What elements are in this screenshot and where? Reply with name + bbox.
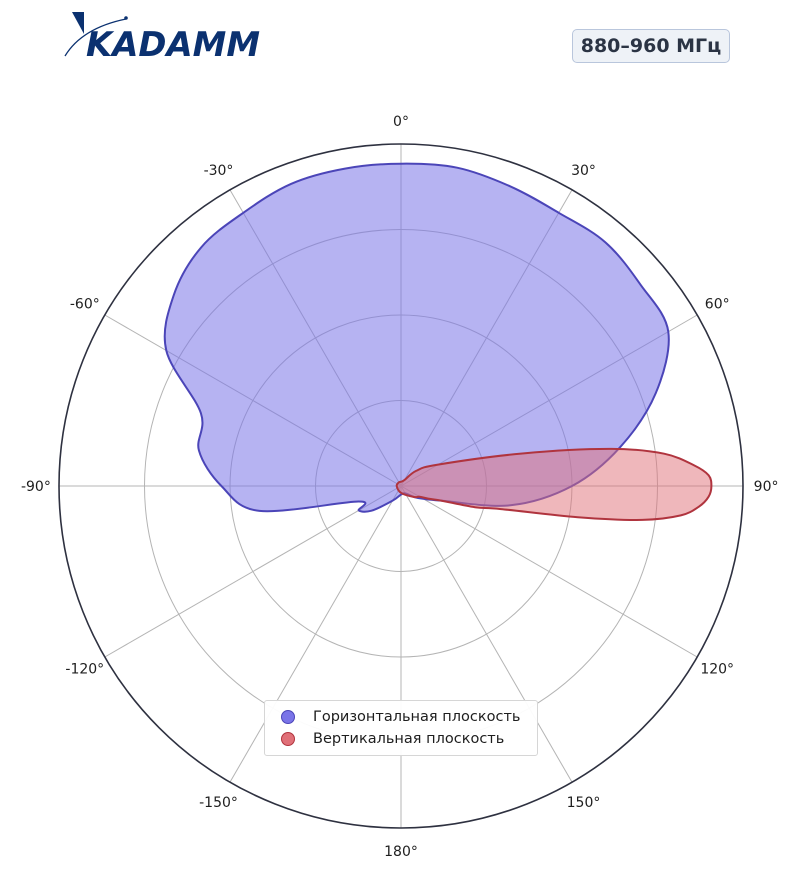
theta-gridline — [229, 485, 402, 783]
theta-gridline — [104, 485, 402, 658]
theta-tick-label: 30° — [571, 163, 596, 179]
theta-tick-label: -90° — [21, 479, 51, 495]
legend-marker-vertical — [281, 732, 295, 746]
theta-gridline — [400, 485, 573, 783]
polar-outer-ring — [58, 143, 744, 829]
legend-item-vertical: Вертикальная плоскость — [281, 728, 537, 750]
legend-label-horizontal: Горизонтальная плоскость — [313, 709, 521, 725]
theta-tick-label: 60° — [705, 297, 730, 313]
theta-tick-label: -150° — [199, 795, 238, 811]
legend-item-horizontal: Горизонтальная плоскость — [281, 706, 537, 728]
theta-tick-label: 150° — [567, 795, 601, 811]
legend-marker-horizontal — [281, 710, 295, 724]
series-area-1 — [395, 447, 713, 521]
legend: Горизонтальная плоскость Вертикальная пл… — [264, 700, 538, 756]
theta-tick-label: 180° — [384, 844, 418, 860]
theta-tick-label: 90° — [754, 479, 779, 495]
legend-label-vertical: Вертикальная плоскость — [313, 731, 505, 747]
theta-tick-label: -60° — [70, 297, 100, 313]
polar-series — [163, 162, 713, 521]
angle-tick-labels: 0° 30° 60° 90° 120° 150° 180° -150° -120° -90° -60… — [21, 114, 779, 860]
logo-dot — [124, 16, 128, 20]
series-area-0 — [163, 162, 670, 513]
theta-gridline — [400, 485, 698, 658]
kadamm-logo: KADAMM — [64, 12, 260, 62]
theta-tick-label: 0° — [393, 114, 409, 130]
logo-wordmark: KADAMM — [86, 25, 260, 62]
logo-wing — [72, 12, 84, 34]
theta-tick-label: -30° — [204, 163, 234, 179]
theta-tick-label: -120° — [65, 662, 104, 678]
logo-swoosh — [64, 18, 127, 57]
frequency-badge-label: 880–960 МГц — [580, 35, 722, 57]
theta-tick-label: 120° — [700, 662, 734, 678]
frequency-badge: 880–960 МГц — [572, 29, 730, 63]
